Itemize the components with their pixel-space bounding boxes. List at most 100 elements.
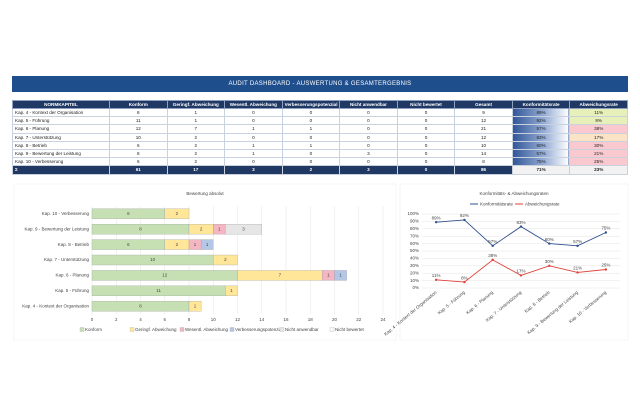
- y-tick-label: 0%: [412, 285, 419, 290]
- data-label: 8%: [461, 275, 468, 280]
- legend-label: Abweichungsrate: [525, 201, 560, 206]
- point: [604, 268, 608, 271]
- bar-label: 2: [200, 226, 203, 231]
- chart-title: Bewertung absolut: [186, 191, 224, 196]
- legend-label: Konformitätsrate: [480, 201, 514, 206]
- legend-swatch: [279, 327, 285, 332]
- y-tick-label: 90%: [410, 219, 419, 224]
- total-cell: Σ: [12, 165, 110, 175]
- legend-label: Wesentl. Abweichung: [185, 327, 228, 332]
- point: [576, 271, 579, 274]
- bar-label: 12: [162, 273, 168, 278]
- bar-segment: [213, 254, 238, 266]
- x-tick-label: 0: [91, 317, 94, 322]
- bar-label: 11: [156, 288, 161, 293]
- data-label: 17%: [516, 269, 525, 274]
- bar-segment: [225, 223, 262, 235]
- bar-label: 2: [176, 211, 179, 216]
- point: [463, 280, 466, 284]
- bar-segment: [164, 208, 190, 219]
- bar-label: 2: [224, 257, 227, 262]
- data-label: 89%: [432, 215, 441, 220]
- table-row: Kap. 8 - Betrieb 6 2 1 1 0 0 10 60% 30%: [12, 140, 628, 150]
- legend-swatch: [179, 327, 185, 332]
- table-row: Kap. 6 - Planung 12 7 1 1 0 0 21 57% 38%: [12, 124, 628, 134]
- legend-swatch: [229, 327, 235, 332]
- bar-segment: [188, 301, 202, 312]
- bar-label: 1: [218, 226, 221, 231]
- bar-label: 3: [242, 226, 245, 231]
- bar-label: 1: [327, 273, 330, 278]
- legend-swatch: [79, 327, 85, 332]
- x-tick-label: 4: [139, 317, 142, 322]
- point: [434, 220, 438, 224]
- y-tick-label: 30%: [410, 263, 419, 268]
- point: [604, 231, 608, 234]
- data-label: 75%: [601, 226, 610, 231]
- bar-label: 1: [206, 242, 209, 247]
- x-tick-label: 10: [211, 317, 217, 322]
- data-label: 38%: [488, 253, 497, 258]
- legend-label: Verbesserungspotenzial: [235, 327, 283, 332]
- y-tick-label: Kap. 10 - Verbesserung: [42, 211, 90, 216]
- x-tick-label: 2: [115, 317, 118, 322]
- total-cell: 23%: [569, 165, 628, 175]
- legend-label: Konform: [85, 327, 102, 332]
- x-tick-label: 6: [163, 317, 166, 322]
- dashboard-title: AUDIT DASHBOARD - AUSWERTUNG & GESAMTERG…: [12, 76, 628, 92]
- y-tick-label: 40%: [410, 256, 419, 261]
- bar-label: 8: [139, 226, 142, 231]
- table-row: Kap. 7 - Unterstützung 10 2 0 0 0 0 12 83% 17%: [12, 132, 628, 142]
- data-label: 25%: [601, 263, 610, 268]
- table-row: Kap. 10 - Verbesserung 6 2 0 0 0 0 8 75% 25%: [12, 157, 628, 167]
- bar-segment: [200, 239, 214, 250]
- data-label: 21%: [573, 266, 582, 271]
- data-label: 11%: [432, 273, 441, 278]
- y-tick-label: Kap. 9 - Bewertung der Leistung: [24, 226, 89, 231]
- data-label: 57%: [573, 239, 582, 244]
- legend-label: Nicht bewertet: [335, 327, 365, 332]
- bar-label: 8: [139, 303, 142, 308]
- y-tick-label: 70%: [410, 233, 419, 238]
- point: [519, 274, 523, 277]
- y-tick-label: Kap. 6 - Planung: [55, 273, 89, 278]
- y-tick-label: 100%: [407, 211, 419, 216]
- point: [576, 244, 579, 248]
- x-tick-label: 14: [259, 317, 265, 322]
- y-tick-label: Kap. 5 - Führung: [55, 288, 89, 293]
- total-row: Σ 61 17 3 2 3 0 86 71% 23%: [12, 165, 628, 175]
- bar-segment: [334, 270, 347, 281]
- legend-swatch: [129, 327, 135, 332]
- point: [491, 244, 494, 248]
- y-tick-label: 50%: [410, 248, 419, 253]
- bar-segment: [225, 285, 238, 297]
- data-label: 92%: [460, 213, 469, 218]
- legend-label: Nicht anwendbar: [285, 327, 319, 332]
- chart-title: Konformitäts- & Abweichungsraten: [479, 191, 549, 196]
- chart-frame: [399, 183, 629, 341]
- legend-label: Geringf. Abweichung: [135, 327, 177, 332]
- bar-label: 1: [230, 288, 233, 293]
- bar-label: 1: [194, 242, 197, 247]
- x-tick-label: 22: [356, 317, 362, 322]
- bar-label: 1: [339, 273, 342, 278]
- point: [519, 225, 523, 228]
- y-tick-label: 80%: [410, 226, 419, 231]
- x-tick-label: 20: [332, 317, 338, 322]
- y-tick-label: 20%: [410, 270, 419, 275]
- x-tick-label: 24: [380, 317, 386, 322]
- legend-swatch: [329, 327, 335, 332]
- bar-label: 6: [127, 242, 130, 247]
- y-tick-label: Kap. 4 - Kontext der Organisation: [22, 303, 89, 308]
- x-tick-label: 18: [308, 317, 314, 322]
- x-tick-label: 16: [283, 317, 289, 322]
- x-tick-label: 12: [235, 317, 241, 322]
- point: [491, 258, 494, 262]
- point: [463, 218, 466, 222]
- y-tick-label: 10%: [410, 278, 419, 283]
- bar-label: 2: [176, 242, 179, 247]
- bar-label: 6: [127, 211, 130, 216]
- data-label: 60%: [545, 237, 554, 242]
